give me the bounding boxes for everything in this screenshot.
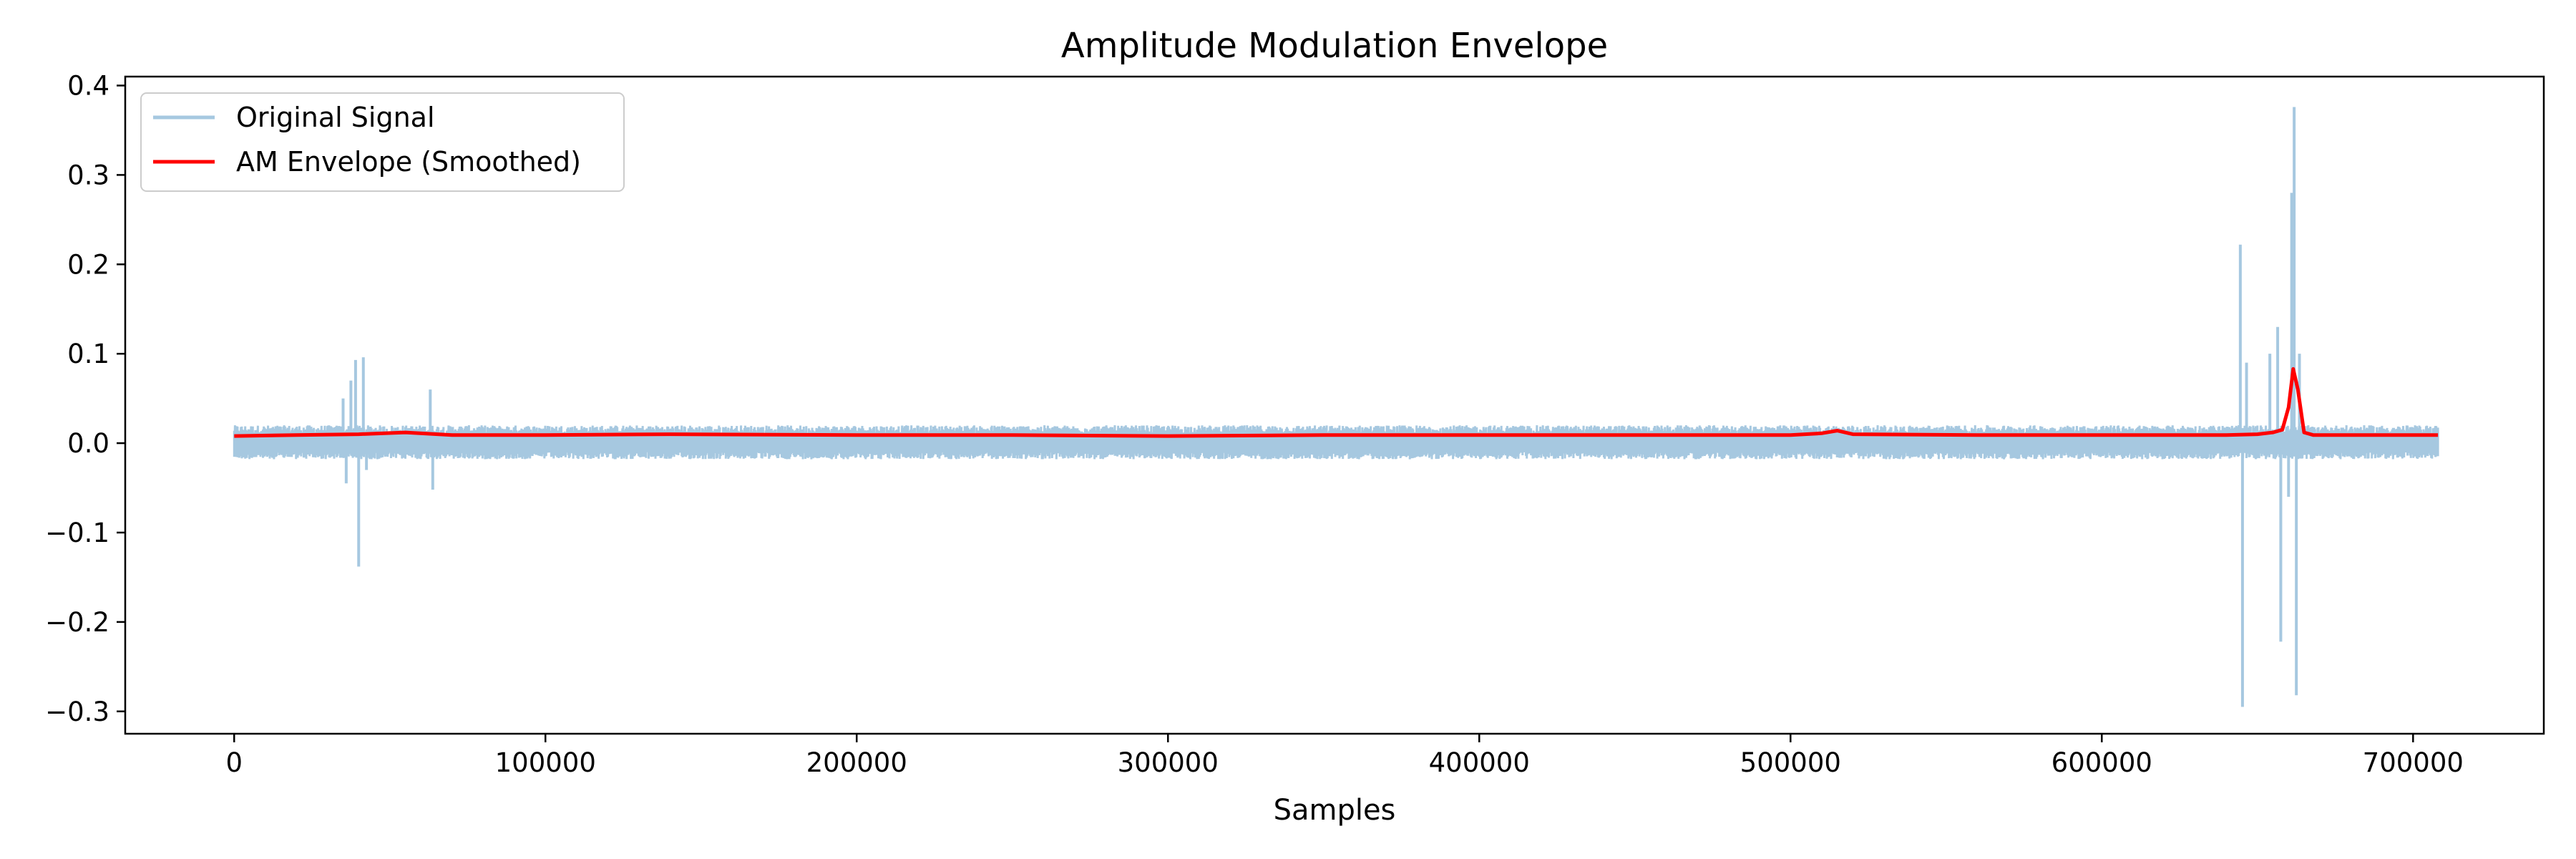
plot-frame (124, 75, 2545, 735)
x-tick-label: 600000 (2051, 747, 2152, 778)
y-tick-label: 0.2 (67, 249, 109, 280)
x-tick-label: 0 (225, 747, 243, 778)
x-tick-label: 400000 (1429, 747, 1530, 778)
x-tick-label: 300000 (1118, 747, 1219, 778)
legend: Original Signal AM Envelope (Smoothed) (140, 92, 625, 192)
legend-label-original-signal: Original Signal (236, 102, 435, 133)
axes: 0 100000 200000 300000 400000 500000 600000 700… (45, 70, 2545, 778)
x-tick-label: 700000 (2363, 747, 2464, 778)
y-tick-label: 0.3 (67, 160, 109, 190)
x-axis-label: Samples (1274, 794, 1396, 827)
plot-area (233, 107, 2439, 707)
y-tick-label: −0.2 (45, 607, 109, 638)
y-tick-label: 0.1 (67, 339, 109, 369)
chart-title: Amplitude Modulation Envelope (1061, 26, 1608, 66)
y-tick-label: −0.3 (45, 697, 109, 727)
series-am-envelope (234, 367, 2439, 438)
x-tick-label: 500000 (1740, 747, 1841, 778)
legend-frame (140, 92, 625, 192)
y-tick-label: 0.4 (67, 70, 109, 101)
legend-label-am-envelope: AM Envelope (Smoothed) (236, 146, 581, 178)
x-tick-label: 100000 (495, 747, 596, 778)
y-tick-label: 0.0 (67, 428, 109, 459)
series-original-signal (233, 425, 2439, 460)
x-tick-label: 200000 (806, 747, 907, 778)
y-tick-label: −0.1 (45, 518, 109, 548)
